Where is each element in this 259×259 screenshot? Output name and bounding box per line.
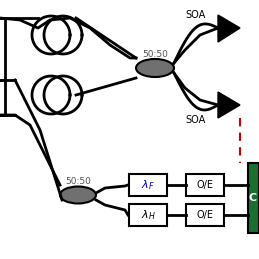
Bar	[186, 204, 224, 226]
Text: $\lambda_H$: $\lambda_H$	[141, 208, 155, 222]
Ellipse shape	[136, 59, 174, 77]
Text: O/E: O/E	[197, 210, 213, 220]
Bar	[129, 204, 167, 226]
Polygon shape	[218, 15, 240, 42]
Text: SOA: SOA	[185, 115, 205, 125]
Ellipse shape	[60, 186, 96, 204]
Polygon shape	[218, 92, 240, 118]
Bar	[186, 174, 224, 196]
Text: O/E: O/E	[197, 180, 213, 190]
Text: SOA: SOA	[185, 10, 205, 20]
Bar	[248, 163, 259, 233]
Text: $\lambda_F$: $\lambda_F$	[141, 178, 155, 192]
Text: C: C	[249, 193, 257, 203]
Bar	[129, 174, 167, 196]
Text: 50:50: 50:50	[142, 49, 168, 59]
Text: 50:50: 50:50	[65, 176, 91, 185]
